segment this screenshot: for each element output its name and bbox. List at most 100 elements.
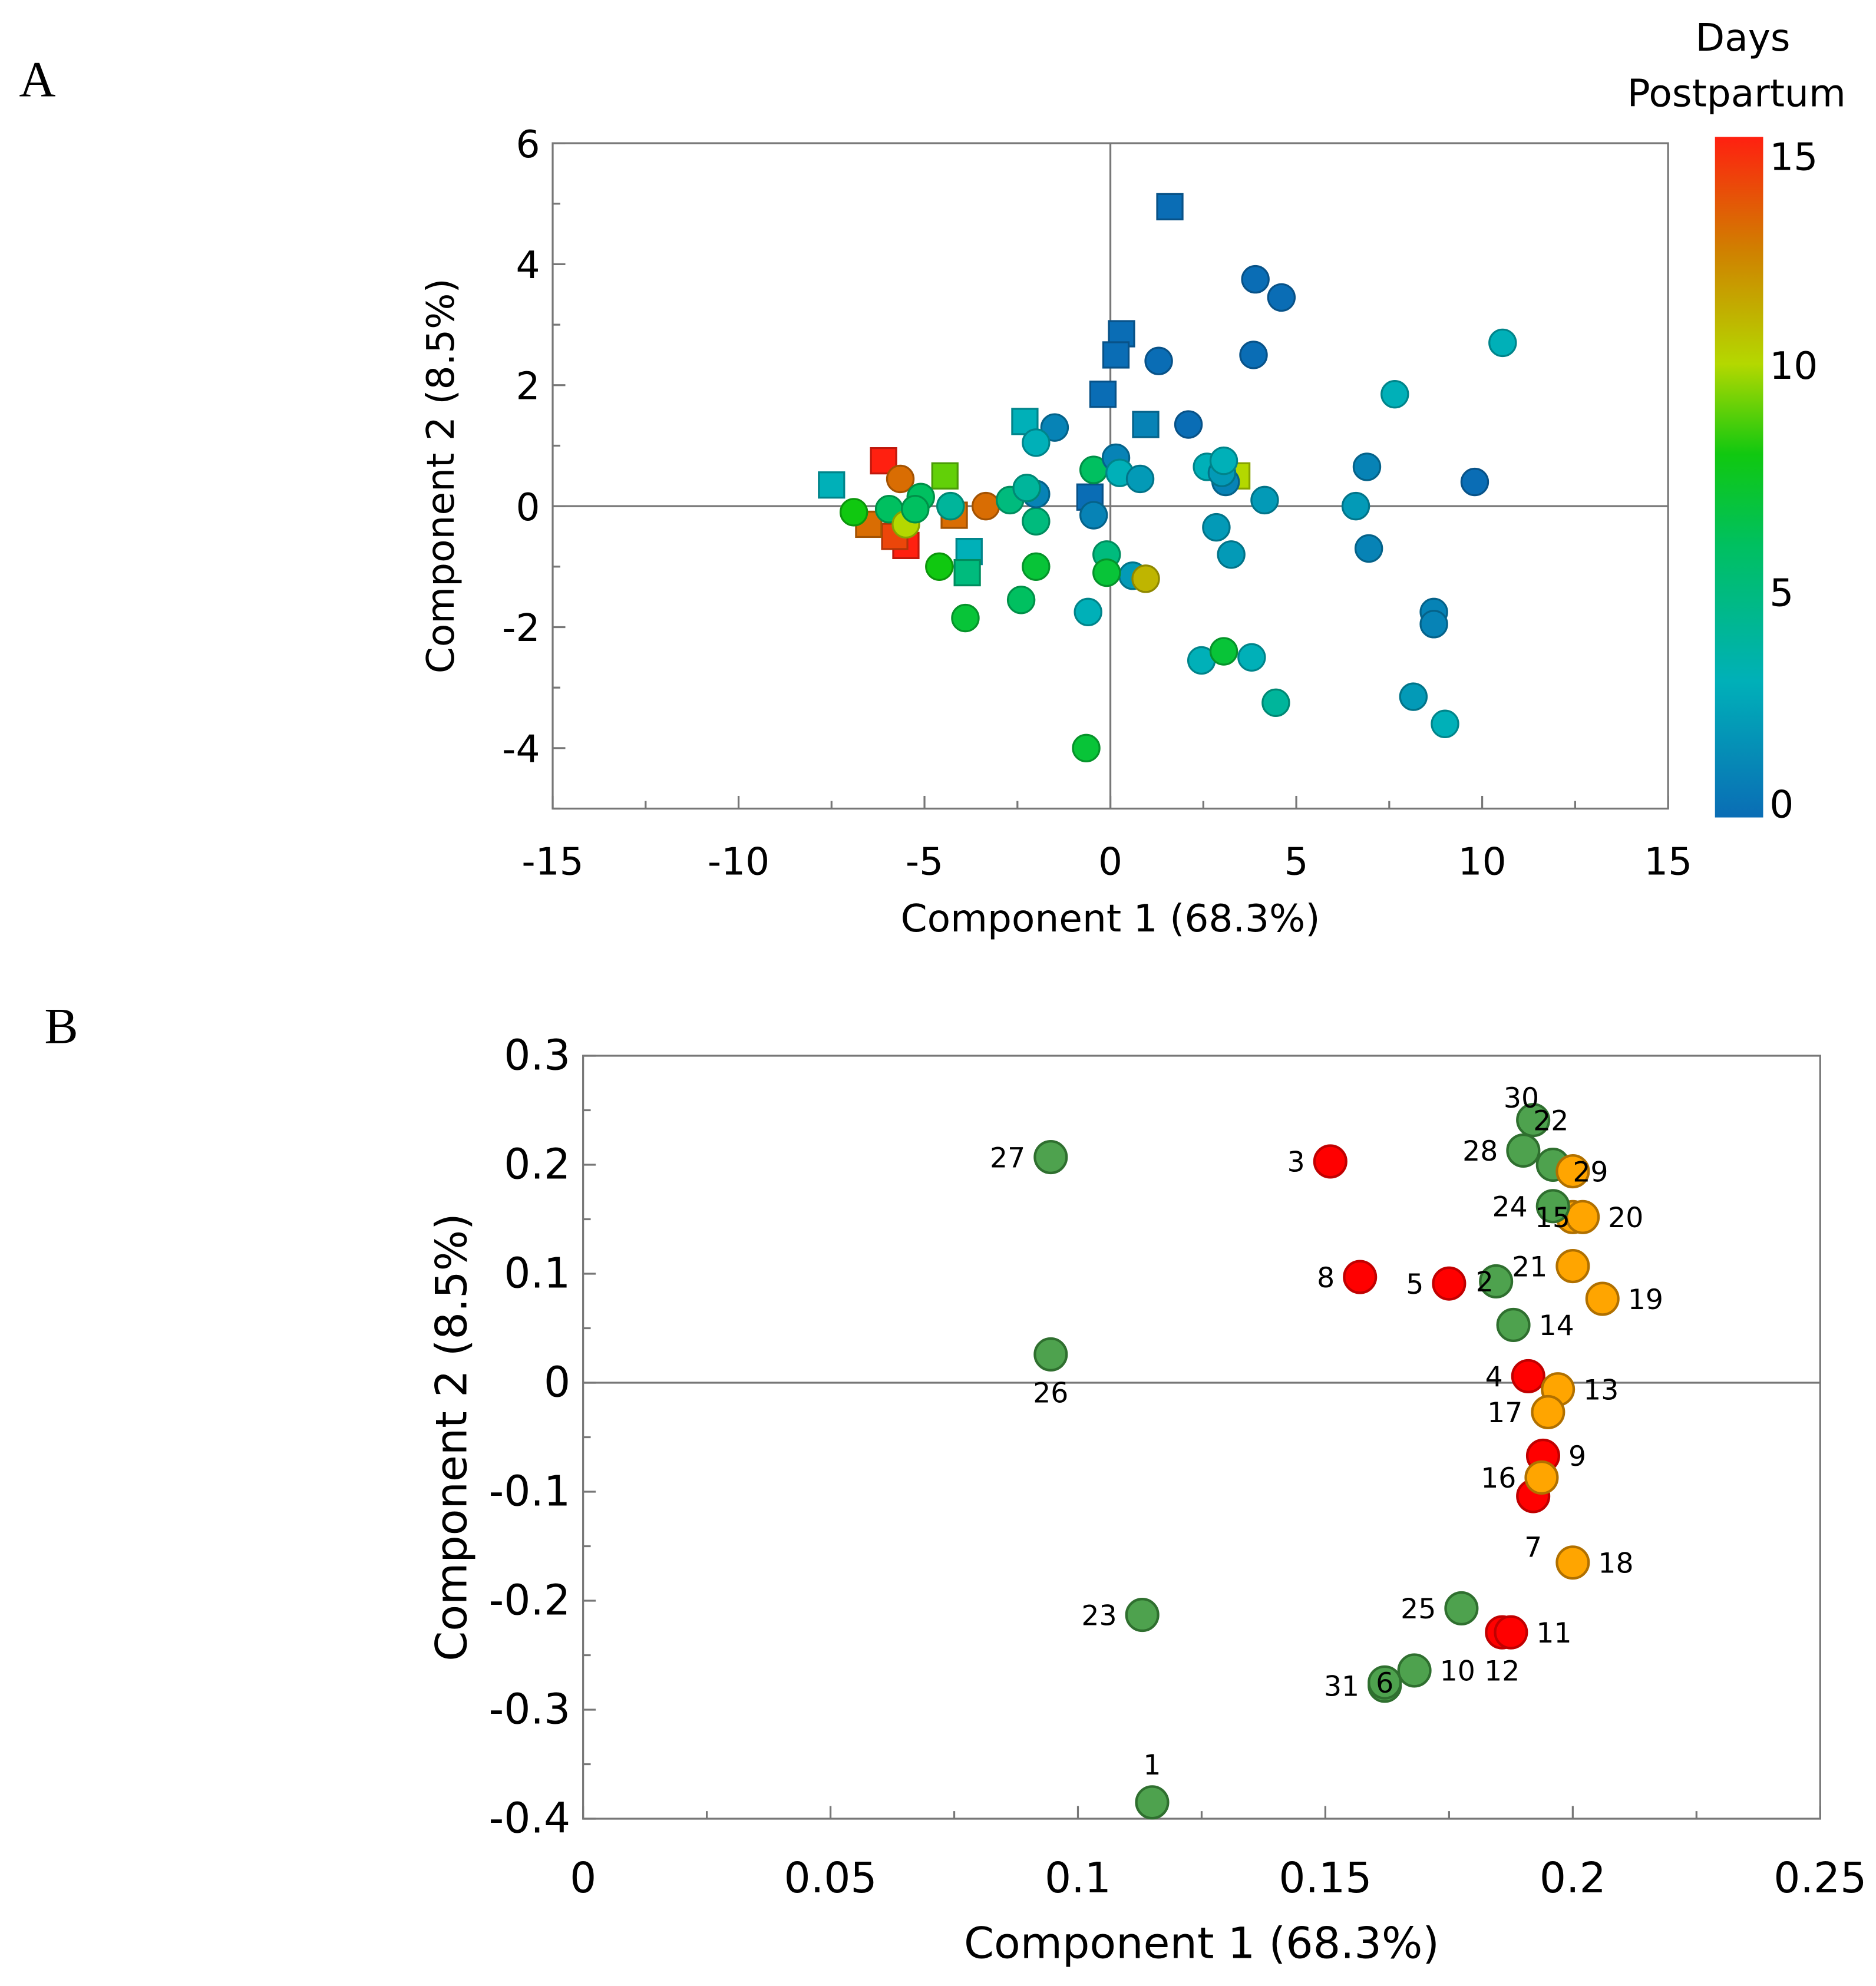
loading-point-orange — [1555, 1154, 1590, 1189]
loading-point-red — [1494, 1615, 1528, 1650]
score-point-circle — [925, 552, 954, 581]
loading-point-green — [1479, 1264, 1514, 1298]
score-point-circle — [1006, 586, 1036, 614]
point-label: 25 — [1401, 1593, 1436, 1625]
score-point-circle — [1352, 452, 1382, 481]
colorbar-tick-label: 0 — [1769, 783, 1794, 827]
score-point-circle — [1022, 552, 1051, 581]
loading-point-orange — [1565, 1199, 1600, 1234]
y-tick-label: 0.3 — [504, 1031, 570, 1080]
score-point-circle — [886, 464, 915, 494]
score-point-circle — [1341, 491, 1370, 521]
score-point-circle — [1209, 446, 1238, 475]
point-label: 28 — [1462, 1135, 1498, 1168]
score-point-circle — [1267, 283, 1296, 312]
score-point-square — [1132, 411, 1160, 438]
score-point-circle — [1022, 507, 1051, 536]
colorbar-tick-label: 5 — [1769, 571, 1794, 615]
loading-point-red — [1343, 1260, 1378, 1294]
x-tick-label: -10 — [708, 840, 769, 884]
point-label: 29 — [1573, 1156, 1608, 1188]
x-tick-label: 0.05 — [784, 1853, 877, 1902]
point-label: 15 — [1535, 1202, 1570, 1234]
point-label: 2 — [1476, 1266, 1494, 1298]
x-tick-label: -15 — [521, 840, 583, 884]
x-tick-label: 0.2 — [1540, 1853, 1606, 1902]
loading-point-green — [1444, 1591, 1479, 1626]
y-tick-label: 6 — [516, 123, 540, 167]
score-point-square — [1156, 193, 1184, 221]
point-label: 27 — [990, 1142, 1025, 1174]
x-tick-label: 0.25 — [1773, 1853, 1867, 1902]
point-label: 18 — [1598, 1547, 1633, 1579]
score-point-circle — [1237, 643, 1266, 672]
point-label: 22 — [1533, 1105, 1568, 1137]
score-point-circle — [1079, 501, 1108, 530]
score-point-circle — [1261, 688, 1290, 718]
loading-point-green — [1125, 1598, 1160, 1633]
score-point-circle — [1202, 513, 1231, 542]
loading-point-orange — [1555, 1249, 1590, 1284]
loading-point-red — [1511, 1359, 1545, 1393]
y-tick-label: -4 — [502, 727, 540, 771]
point-label: 21 — [1512, 1251, 1547, 1283]
point-label: 12 — [1484, 1655, 1520, 1687]
score-point-square — [953, 559, 981, 587]
score-point-square — [931, 462, 959, 490]
loading-point-green — [1496, 1307, 1531, 1342]
score-point-circle — [1144, 346, 1173, 375]
panel-a-scatter: -15 -10 -5 0 5 10 15 -4 -2 0 2 4 6 Component 1 (68.3%… — [419, 123, 1692, 941]
point-label: 31 — [1324, 1671, 1359, 1703]
score-point-circle — [1040, 413, 1069, 442]
loading-point-green — [1033, 1337, 1068, 1372]
point-label: 8 — [1317, 1262, 1335, 1294]
loading-point-green — [1516, 1103, 1551, 1138]
colorbar-tick-label: 10 — [1769, 344, 1818, 388]
x-tick-label: 0 — [1098, 840, 1122, 884]
point-label: 10 — [1440, 1655, 1475, 1688]
y-axis-title: Component 2 (8.5%) — [427, 1213, 477, 1661]
y-tick-label: -0.3 — [489, 1685, 571, 1734]
score-point-circle — [1250, 485, 1279, 515]
score-point-circle — [1209, 637, 1238, 666]
point-label: 24 — [1492, 1191, 1528, 1224]
point-label: 23 — [1081, 1600, 1117, 1632]
score-point-circle — [951, 603, 980, 633]
loading-point-orange — [1531, 1395, 1565, 1430]
score-point-circle — [1488, 328, 1517, 358]
score-point-circle — [1460, 467, 1489, 497]
x-axis-title: Component 1 (68.3%) — [964, 1919, 1439, 1969]
score-point-circle — [1022, 428, 1051, 457]
y-tick-label: -0.2 — [489, 1576, 571, 1625]
score-point-circle — [901, 495, 930, 524]
y-tick-label: 0 — [516, 485, 540, 530]
point-label: 1 — [1143, 1749, 1161, 1782]
score-point-square — [818, 471, 845, 499]
point-label: 6 — [1376, 1667, 1393, 1700]
score-point-circle — [1431, 709, 1459, 738]
score-point-circle — [1131, 564, 1160, 593]
colorbar-tick-label: 15 — [1769, 135, 1818, 179]
x-tick-label: 10 — [1458, 840, 1507, 884]
loading-point-orange — [1524, 1460, 1559, 1495]
x-tick-label: 0.15 — [1279, 1853, 1372, 1902]
score-point-circle — [1072, 733, 1101, 763]
score-point-circle — [1380, 379, 1409, 409]
loading-point-green — [1033, 1140, 1068, 1175]
loading-point-green — [1368, 1665, 1402, 1700]
point-label: 19 — [1628, 1284, 1663, 1316]
panel-b-loadings: 0 0.05 0.1 0.15 0.2 0.25-0.4-0.3-0.2-0.100.10… — [427, 1031, 1867, 1969]
y-tick-label: 0.2 — [504, 1140, 570, 1189]
x-tick-label: 5 — [1284, 840, 1309, 884]
score-point-circle — [1419, 610, 1448, 639]
point-label: 4 — [1485, 1361, 1503, 1393]
loading-point-green — [1135, 1785, 1170, 1820]
y-tick-label: -2 — [502, 606, 540, 650]
panel-a-letter: A — [19, 51, 55, 107]
loading-point-green — [1506, 1133, 1541, 1168]
point-label: 17 — [1487, 1397, 1522, 1429]
x-tick-label: 15 — [1644, 840, 1692, 884]
score-point-circle — [1125, 464, 1155, 494]
x-tick-label: -5 — [906, 840, 943, 884]
point-label: 9 — [1568, 1440, 1586, 1473]
